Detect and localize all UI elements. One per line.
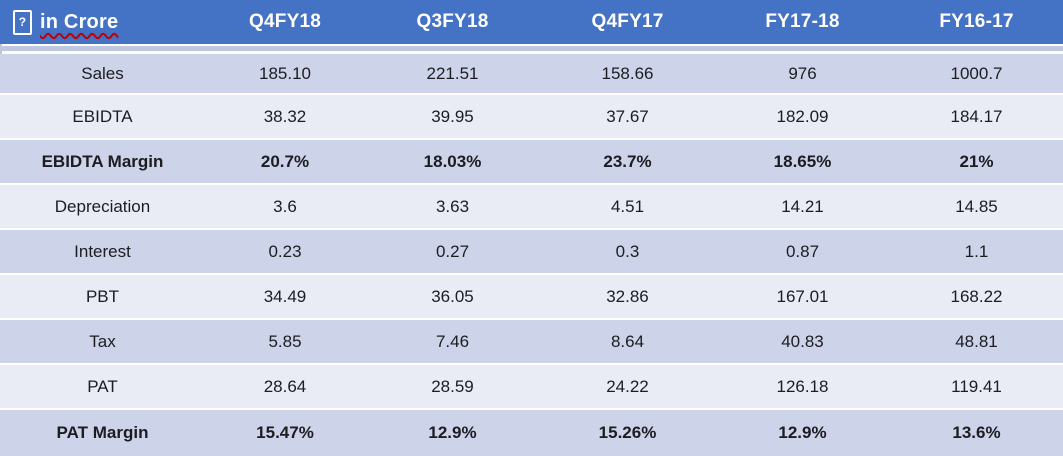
cell-value: 0.27: [435, 241, 470, 261]
cell-value: 976: [788, 63, 817, 83]
cell-value: 4.51: [610, 196, 645, 216]
rupee-symbol-missing-glyph-icon: ?: [13, 9, 32, 35]
cell-value: 28.64: [263, 376, 307, 396]
cell-value: 185.10: [259, 63, 311, 83]
cell-value: 5.85: [268, 331, 302, 351]
cell-value: 23.7%: [603, 151, 652, 171]
cell-value: 21%: [959, 151, 994, 171]
table-row-pat: PAT 28.64 28.59 24.22 126.18 119.41: [0, 365, 1063, 408]
row-label: Interest: [74, 241, 131, 261]
cell-value: 15.26%: [598, 423, 657, 442]
cell-value: 18.65%: [773, 151, 832, 171]
column-header-q4fy18: Q4FY18: [249, 11, 321, 32]
row-label: Depreciation: [54, 196, 151, 216]
table-header-row: ? in Crore Q4FY18 Q3FY18 Q4FY17 FY17-18 …: [0, 0, 1063, 44]
cell-value: 3.63: [435, 196, 470, 216]
table-row-depreciation: Depreciation 3.6 3.63 4.51 14.21 14.85: [0, 185, 1063, 228]
cell-value: 12.9%: [778, 423, 827, 442]
cell-value: 14.21: [781, 196, 824, 216]
row-label: Tax: [89, 331, 116, 351]
cell-value: 32.86: [606, 286, 649, 306]
table-title: ? in Crore: [0, 0, 205, 44]
row-label: EBIDTA Margin: [41, 151, 164, 171]
cell-value: 37.67: [606, 106, 649, 126]
cell-value: 13.6%: [952, 423, 1001, 442]
cell-value: 12.9%: [428, 423, 477, 442]
cell-value: 182.09: [776, 106, 829, 126]
row-label: PBT: [85, 286, 120, 306]
cell-value: 168.22: [950, 286, 1003, 306]
table-body: Sales 185.10 221.51 158.66 976 1000.7 EB…: [0, 54, 1063, 456]
cell-value: 8.64: [610, 331, 645, 351]
row-label: EBIDTA: [72, 106, 133, 126]
table-row-pbt: PBT 34.49 36.05 32.86 167.01 168.22: [0, 275, 1063, 318]
cell-value: 40.83: [781, 331, 824, 351]
row-label: PAT Margin: [56, 423, 149, 442]
header-divider: [0, 46, 1063, 51]
cell-value: 7.46: [435, 331, 470, 351]
cell-value: 158.66: [601, 63, 654, 83]
cell-value: 0.87: [785, 241, 820, 261]
column-header-fy17-18: FY17-18: [765, 11, 840, 32]
cell-value: 28.59: [431, 376, 474, 396]
table-row-pat-margin: PAT Margin 15.47% 12.9% 15.26% 12.9% 13.…: [0, 410, 1063, 456]
cell-value: 1.1: [964, 241, 989, 261]
table-row-ebidta: EBIDTA 38.32 39.95 37.67 182.09 184.17: [0, 95, 1063, 138]
table-row-tax: Tax 5.85 7.46 8.64 40.83 48.81: [0, 320, 1063, 363]
table-row-interest: Interest 0.23 0.27 0.3 0.87 1.1: [0, 230, 1063, 273]
row-label: Sales: [81, 63, 124, 83]
table-title-label: in Crore: [40, 10, 119, 33]
cell-value: 1000.7: [950, 63, 1003, 83]
cell-value: 167.01: [776, 286, 829, 306]
cell-value: 126.18: [776, 376, 829, 396]
cell-value: 0.23: [268, 241, 302, 261]
table-row-sales: Sales 185.10 221.51 158.66 976 1000.7: [0, 54, 1063, 93]
column-header-q4fy17: Q4FY17: [591, 11, 664, 32]
cell-value: 34.49: [263, 286, 307, 306]
cell-value: 39.95: [431, 106, 474, 126]
cell-value: 38.32: [263, 106, 307, 126]
cell-value: 0.3: [615, 241, 640, 261]
cell-value: 221.51: [426, 63, 479, 83]
cell-value: 24.22: [606, 376, 649, 396]
cell-value: 14.85: [955, 196, 998, 216]
row-label: PAT: [87, 376, 118, 396]
cell-value: 36.05: [431, 286, 474, 306]
cell-value: 119.41: [951, 376, 1002, 396]
cell-value: 3.6: [273, 196, 297, 216]
cell-value: 20.7%: [260, 151, 310, 171]
cell-value: 184.17: [950, 106, 1003, 126]
column-header-q3fy18: Q3FY18: [416, 11, 489, 32]
column-header-fy16-17: FY16-17: [939, 11, 1014, 32]
table-row-ebidta-margin: EBIDTA Margin 20.7% 18.03% 23.7% 18.65% …: [0, 140, 1063, 183]
cell-value: 18.03%: [423, 151, 482, 171]
cell-value: 48.81: [955, 331, 998, 351]
cell-value: 15.47%: [256, 423, 314, 442]
